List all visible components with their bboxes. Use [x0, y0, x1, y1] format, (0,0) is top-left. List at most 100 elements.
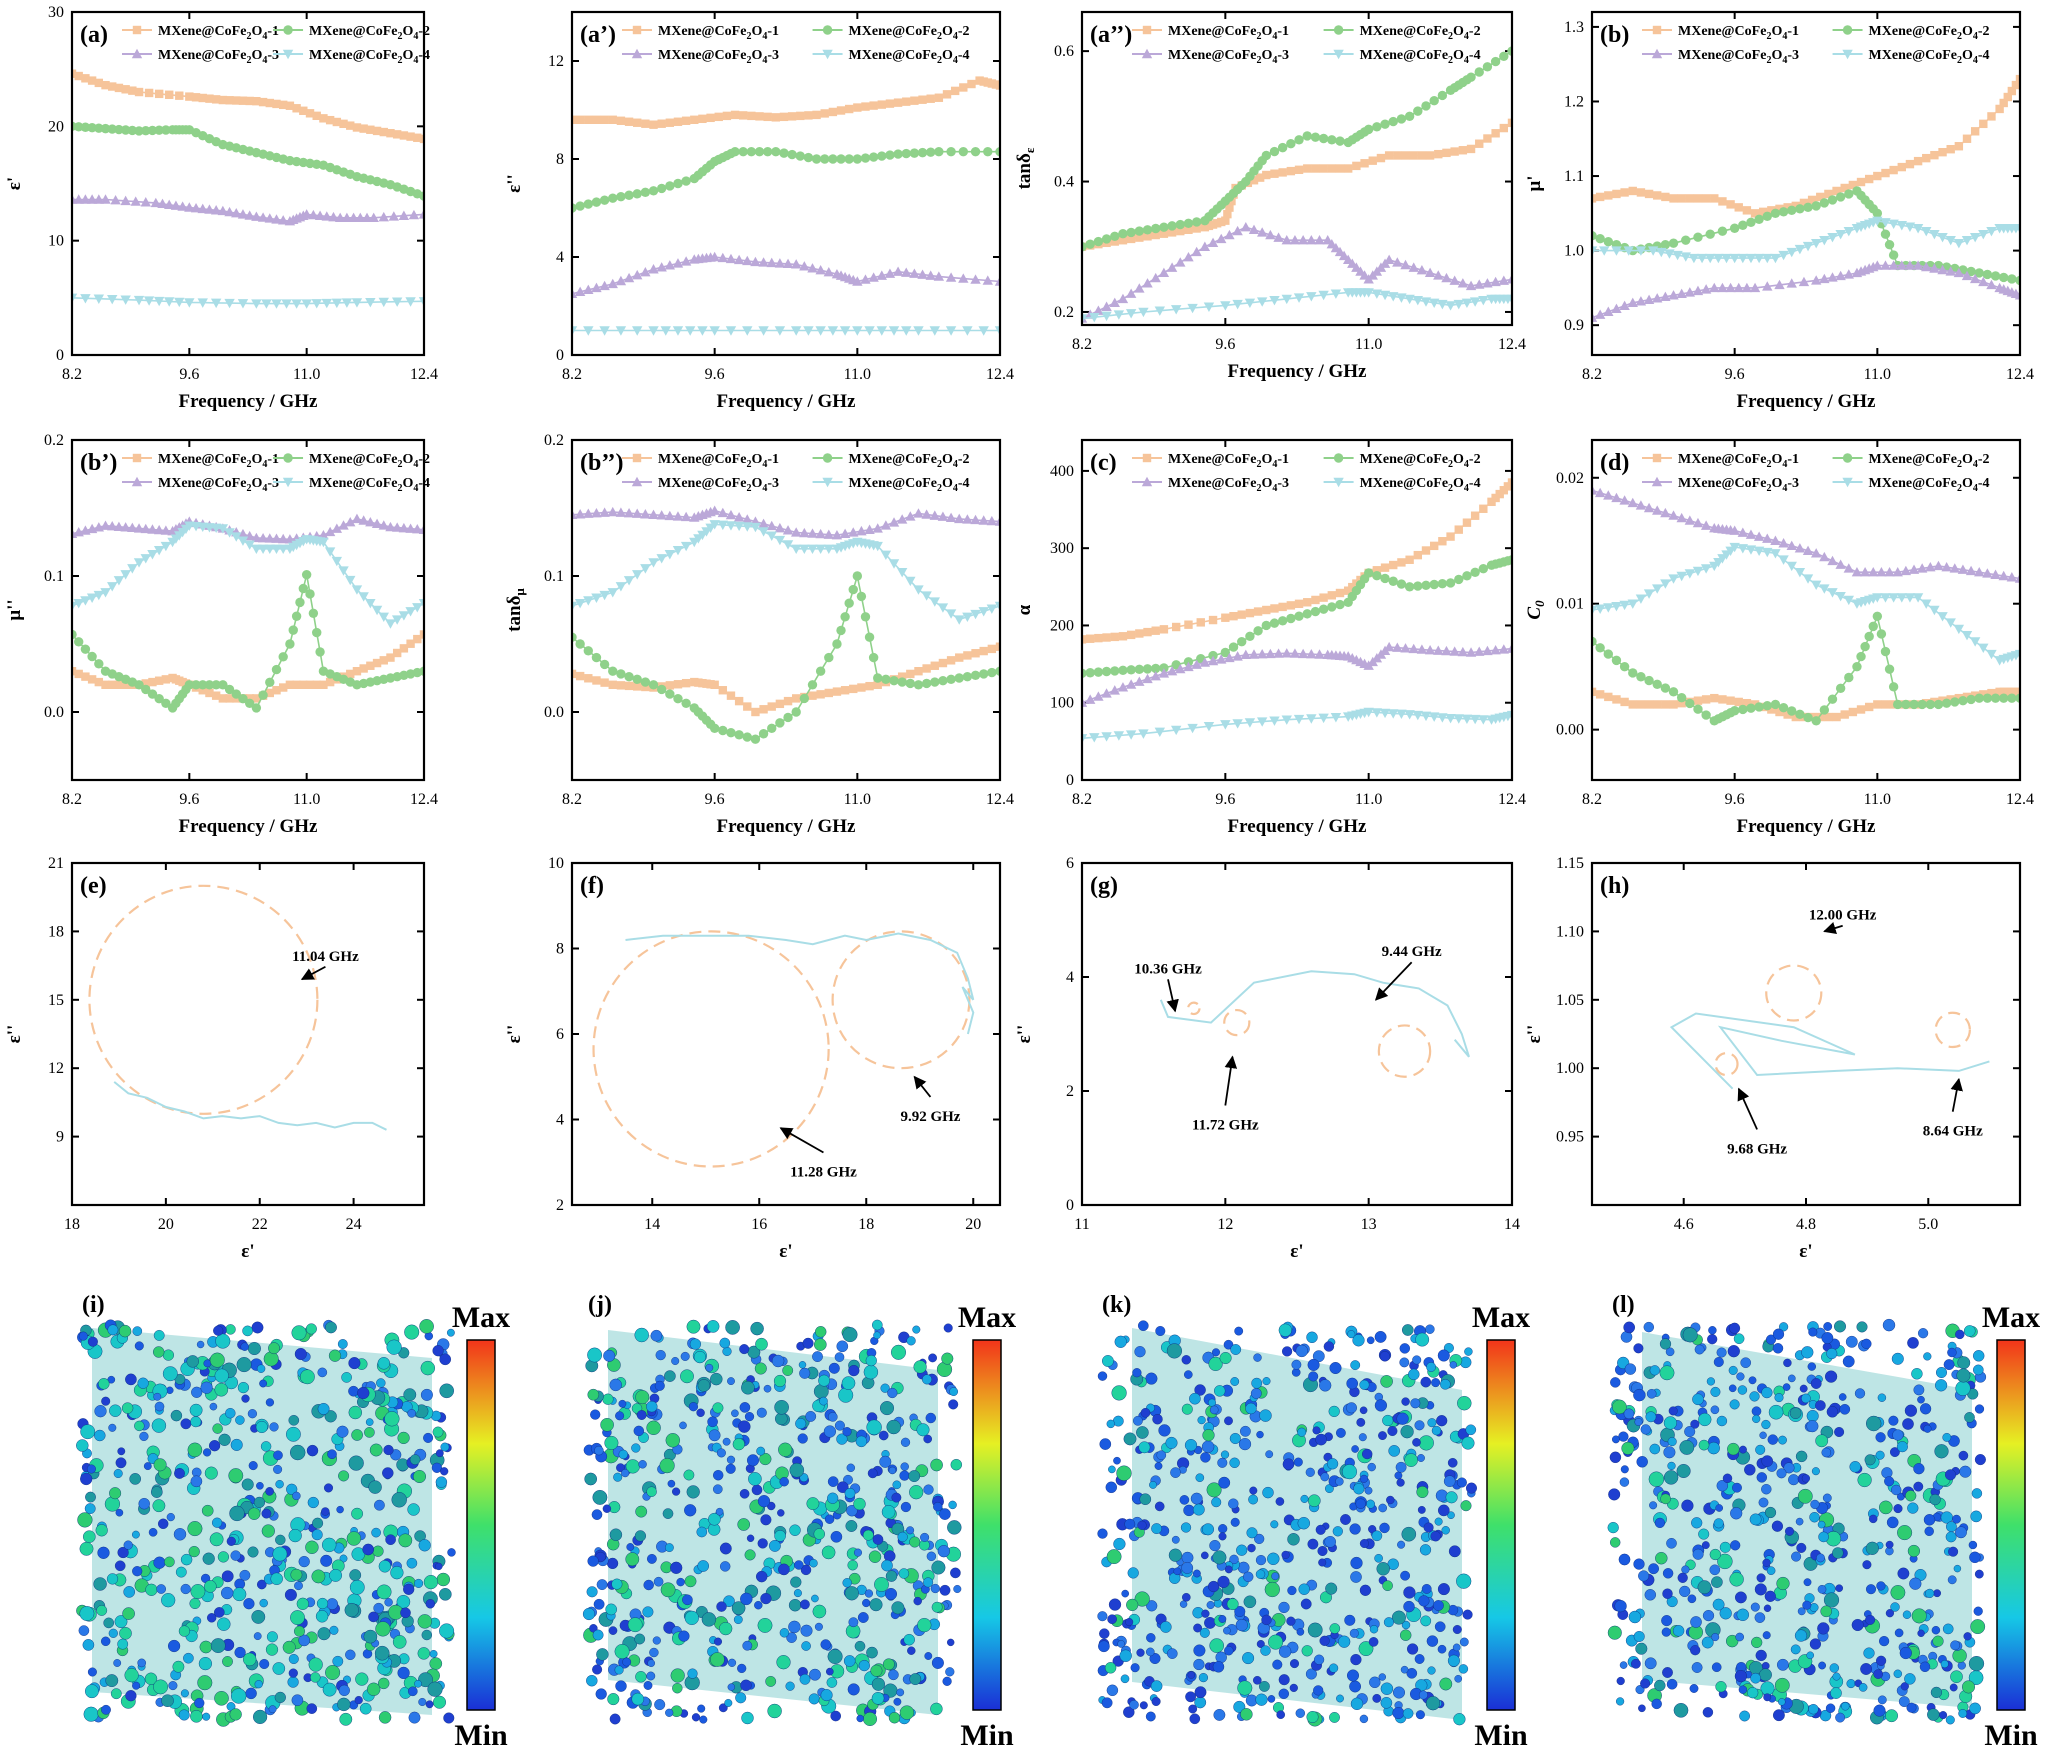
- particle: [268, 1705, 277, 1714]
- particle: [1904, 1673, 1916, 1685]
- square-marker: [1311, 164, 1320, 173]
- particle: [1230, 1344, 1242, 1355]
- y-tick-label: 4: [556, 1112, 564, 1129]
- triangle-up-marker: [1273, 232, 1284, 242]
- x-tick-label: 8.2: [1072, 791, 1092, 808]
- legend-sub: 4: [413, 55, 418, 66]
- triangle-down-marker: [697, 326, 708, 336]
- square-marker: [205, 688, 214, 698]
- particle: [1387, 1425, 1398, 1436]
- triangle-up-marker: [1802, 545, 1814, 556]
- triangle-up-marker: [348, 212, 359, 222]
- particle: [737, 1518, 751, 1531]
- circle-marker: [1363, 124, 1374, 135]
- circle-marker: [616, 669, 626, 679]
- triangle-up-marker: [758, 257, 769, 267]
- particle: [652, 1636, 661, 1645]
- square-marker: [632, 25, 642, 35]
- particle: [1729, 1322, 1741, 1334]
- particle: [1465, 1424, 1477, 1436]
- square-marker: [305, 680, 315, 689]
- particle: [1418, 1435, 1434, 1451]
- circle-marker: [271, 664, 282, 675]
- triangle-down-marker: [945, 609, 957, 619]
- particle: [892, 1480, 902, 1490]
- particle: [1414, 1420, 1425, 1431]
- triangle-up-marker: [1912, 260, 1924, 270]
- triangle-down-marker: [742, 326, 753, 336]
- particle: [1691, 1517, 1703, 1529]
- circle-marker: [283, 25, 293, 35]
- particle: [125, 1690, 137, 1702]
- particle: [1102, 1355, 1114, 1367]
- circle-marker: [868, 652, 879, 663]
- particle: [949, 1387, 958, 1397]
- particle: [1359, 1474, 1368, 1483]
- triangle-down-marker: [640, 564, 651, 574]
- particle: [1711, 1576, 1723, 1588]
- y-tick-label: 1.2: [1564, 93, 1584, 110]
- panel-label: (j): [588, 1292, 612, 1318]
- particle: [1282, 1458, 1295, 1470]
- particle: [1447, 1654, 1460, 1667]
- particle: [757, 1538, 768, 1549]
- particle: [1969, 1702, 1981, 1715]
- particle: [590, 1409, 601, 1420]
- triangle-up-marker: [86, 194, 98, 204]
- particle: [1107, 1614, 1117, 1624]
- square-marker: [1701, 695, 1711, 704]
- particle: [137, 1377, 149, 1389]
- triangle-up-marker: [251, 211, 262, 221]
- triangle-down-marker: [1643, 589, 1655, 599]
- particle: [1896, 1441, 1908, 1453]
- triangle-up-marker: [1490, 276, 1501, 287]
- triangle-down-marker: [962, 612, 973, 622]
- legend-sub: 4: [1272, 31, 1277, 42]
- particle: [1677, 1572, 1688, 1583]
- circle-marker: [946, 146, 956, 157]
- legend-suffix: -2: [418, 24, 430, 39]
- particle: [1694, 1344, 1705, 1355]
- particle: [662, 1508, 674, 1519]
- plot-frame: [1080, 10, 1514, 327]
- y-tick-label: 300: [1050, 540, 1074, 557]
- particle: [1189, 1713, 1201, 1725]
- triangle-up-marker: [876, 270, 887, 280]
- particle: [83, 1706, 99, 1722]
- particle: [103, 1617, 114, 1629]
- particle: [1974, 1454, 1986, 1466]
- triangle-down-marker: [1700, 564, 1712, 574]
- particle: [1953, 1564, 1962, 1573]
- square-marker: [1889, 165, 1898, 175]
- circle-marker: [1974, 693, 1984, 703]
- triangle-up-marker: [709, 505, 720, 515]
- particle: [76, 1439, 89, 1452]
- legend-suffix: -3: [1277, 476, 1289, 491]
- particle: [251, 1610, 266, 1624]
- particle: [1206, 1600, 1215, 1609]
- plot-frame: [570, 438, 1002, 782]
- square-marker: [1718, 197, 1727, 206]
- particle: [1616, 1676, 1625, 1686]
- particle: [618, 1449, 628, 1460]
- triangle-up-marker: [1798, 276, 1810, 287]
- particle: [291, 1694, 304, 1706]
- triangle-down-marker: [271, 544, 282, 554]
- square-marker: [1159, 625, 1169, 634]
- particle: [1261, 1614, 1272, 1626]
- particle: [741, 1380, 755, 1395]
- particle: [697, 1704, 706, 1713]
- particle: [311, 1529, 323, 1541]
- circle-marker: [718, 725, 728, 736]
- triangle-up-marker: [113, 521, 125, 531]
- particle: [626, 1543, 635, 1551]
- legend-name: MXene@CoFe: [1360, 48, 1448, 63]
- square-marker: [1249, 176, 1259, 185]
- triangle-up-marker: [815, 528, 826, 539]
- particle: [1255, 1693, 1268, 1706]
- particle: [1971, 1488, 1983, 1499]
- particle: [1374, 1399, 1388, 1412]
- particle: [1114, 1335, 1127, 1348]
